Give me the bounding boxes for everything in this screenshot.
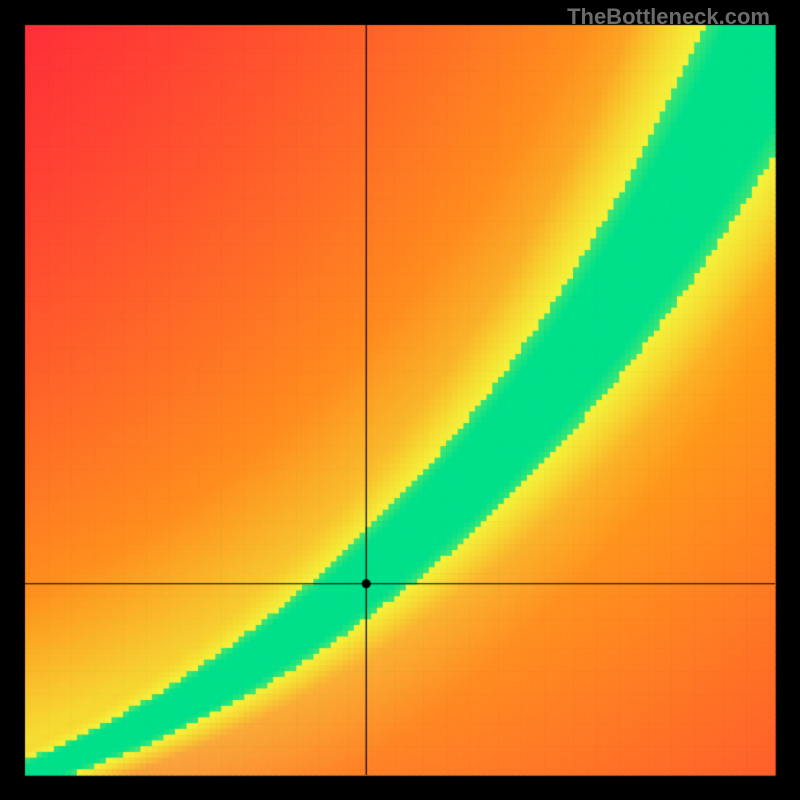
chart-container: TheBottleneck.com — [0, 0, 800, 800]
bottleneck-heatmap — [0, 0, 800, 800]
